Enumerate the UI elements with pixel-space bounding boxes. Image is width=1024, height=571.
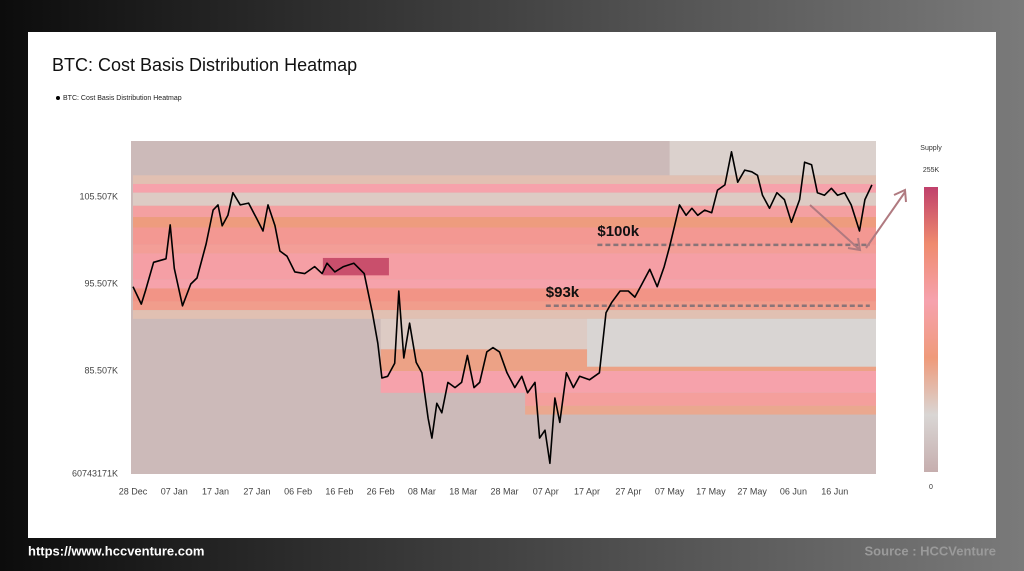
y-tick-label: 85.507K <box>84 365 118 375</box>
x-tick-label: 16 Jun <box>821 486 848 496</box>
heat-cell <box>133 227 876 245</box>
chart-title: BTC: Cost Basis Distribution Heatmap <box>52 55 357 75</box>
heat-cell <box>133 217 876 228</box>
x-tick-label: 17 Jan <box>202 486 229 496</box>
heat-cell <box>133 310 876 319</box>
price-line <box>132 151 873 465</box>
heat-cell <box>133 301 876 311</box>
overlay: $100k $93k <box>132 151 873 465</box>
heat-cell <box>133 253 876 280</box>
heat-cell <box>133 192 876 206</box>
annotation-label: $100k <box>597 223 639 240</box>
heat-cell <box>133 205 876 218</box>
x-tick-label: 27 Jan <box>243 486 270 496</box>
legend-dot <box>56 96 60 100</box>
y-tick-label: 105.507K <box>79 191 118 201</box>
heat-cell <box>133 288 876 302</box>
colorbar-title: Supply <box>920 145 942 152</box>
footer-source: Source : HCCVenture <box>865 543 996 558</box>
x-tick-label: 07 Jan <box>161 486 188 496</box>
x-tick-label: 27 Apr <box>615 486 641 496</box>
heat-cell <box>322 257 389 276</box>
x-tick-label: 08 Mar <box>408 486 436 496</box>
x-tick-label: 07 May <box>655 486 685 496</box>
heat-cell <box>133 279 876 289</box>
colorbar-tick-label: 0 <box>929 484 933 491</box>
heat-cell <box>587 318 876 367</box>
legend-label: BTC: Cost Basis Distribution Heatmap <box>63 95 182 102</box>
heat-cell <box>525 405 876 415</box>
heat-cell <box>133 175 876 184</box>
x-tick-label: 17 May <box>696 486 726 496</box>
annotation-label: $93k <box>546 284 580 301</box>
x-tick-label: 27 May <box>737 486 767 496</box>
heat-cell <box>525 392 876 406</box>
colorbar-tick-label: 255K <box>923 167 940 174</box>
arrow-head <box>847 237 862 252</box>
x-tick-label: 28 Dec <box>119 486 148 496</box>
x-tick-label: 06 Jun <box>780 486 807 496</box>
heat-cell <box>133 183 876 193</box>
x-tick-label: 28 Mar <box>490 486 518 496</box>
colorbar <box>924 187 938 472</box>
heatmap <box>131 141 876 474</box>
x-tick-label: 06 Feb <box>284 486 312 496</box>
heat-cell <box>380 371 876 393</box>
footer-url: https://www.hccventure.com <box>28 543 205 558</box>
x-tick-label: 17 Apr <box>574 486 600 496</box>
arrow <box>809 204 861 251</box>
x-tick-label: 26 Feb <box>367 486 395 496</box>
arrow-head <box>893 188 907 203</box>
x-tick-label: 18 Mar <box>449 486 477 496</box>
x-tick-label: 16 Feb <box>325 486 353 496</box>
arrow <box>865 191 906 249</box>
x-tick-label: 07 Apr <box>533 486 559 496</box>
y-tick-label: 60743171K <box>72 468 118 478</box>
y-tick-label: 95.507K <box>84 278 118 288</box>
heat-cell <box>133 244 876 254</box>
heat-cell <box>669 141 876 176</box>
